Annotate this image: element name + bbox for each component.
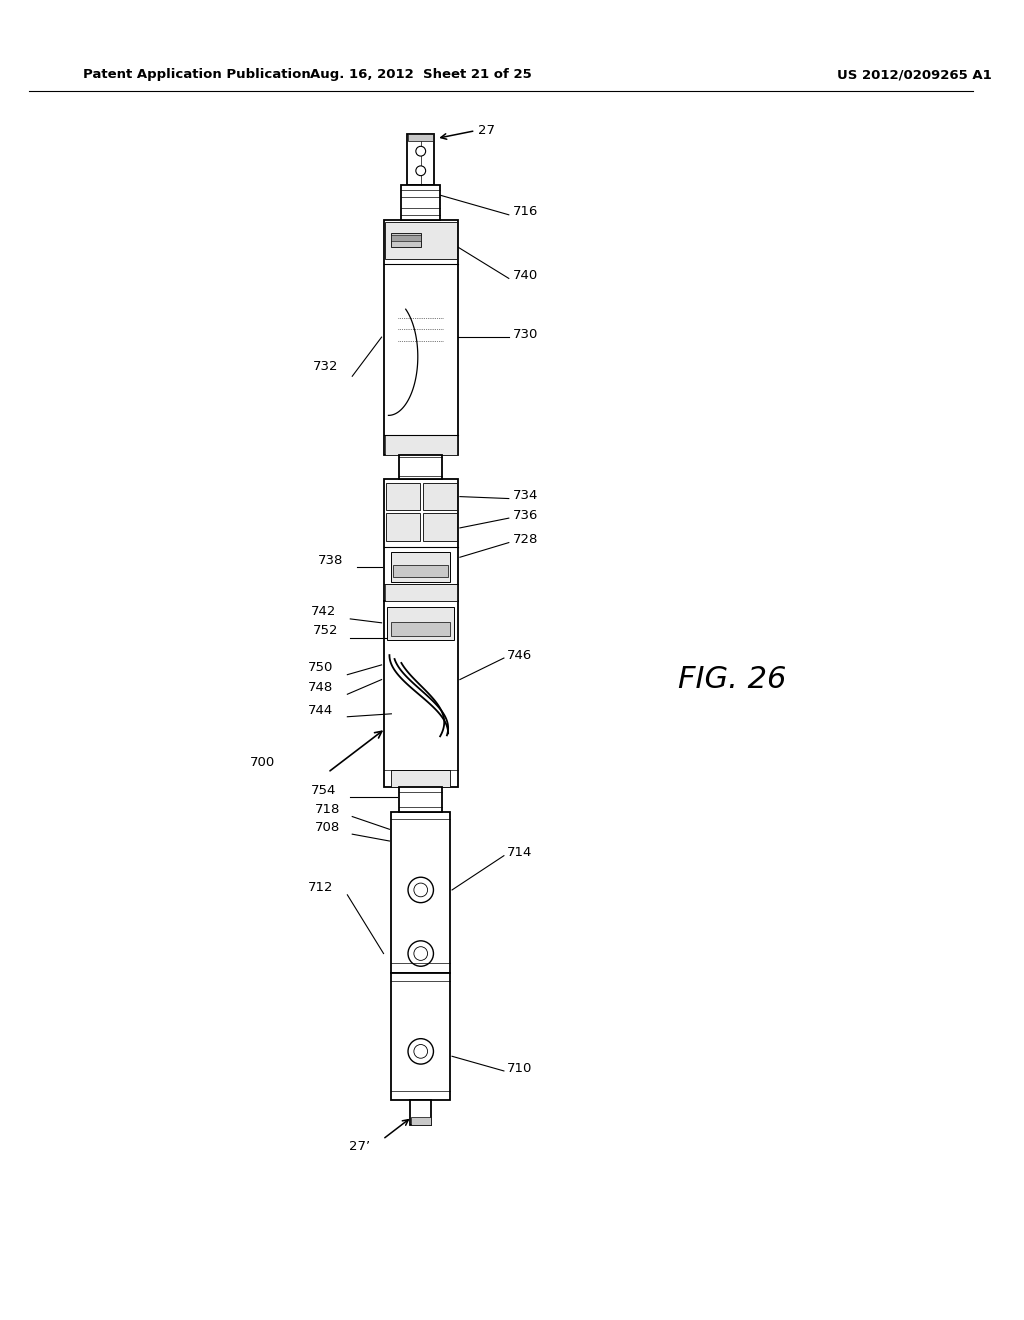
Bar — [401, 185, 440, 219]
Bar — [384, 602, 458, 787]
Bar — [391, 812, 451, 973]
Bar — [387, 607, 454, 640]
Text: 730: 730 — [513, 327, 538, 341]
Circle shape — [408, 941, 433, 966]
Bar — [399, 454, 442, 479]
Text: 734: 734 — [513, 490, 538, 502]
Text: 738: 738 — [318, 553, 343, 566]
Text: 700: 700 — [250, 756, 274, 770]
Text: 27: 27 — [478, 124, 496, 137]
Bar — [393, 565, 449, 577]
Bar — [399, 787, 442, 812]
Text: Patent Application Publication: Patent Application Publication — [83, 69, 311, 82]
Circle shape — [414, 883, 428, 896]
Text: 712: 712 — [308, 882, 334, 895]
Text: US 2012/0209265 A1: US 2012/0209265 A1 — [837, 69, 991, 82]
Bar — [384, 479, 458, 602]
Bar — [385, 436, 457, 454]
Text: 718: 718 — [315, 803, 340, 816]
Bar — [384, 219, 458, 454]
Bar — [423, 483, 457, 511]
Circle shape — [414, 1044, 428, 1059]
Bar — [391, 235, 421, 242]
Text: 750: 750 — [308, 661, 334, 675]
Text: 714: 714 — [507, 846, 532, 859]
Bar — [385, 222, 457, 259]
Text: 752: 752 — [313, 624, 339, 638]
Bar — [408, 133, 433, 141]
Bar — [391, 552, 451, 582]
Text: 744: 744 — [308, 705, 334, 717]
Text: 708: 708 — [315, 821, 340, 834]
Bar — [391, 973, 451, 1101]
Text: 27’: 27’ — [349, 1139, 371, 1152]
Text: 728: 728 — [513, 533, 538, 546]
Bar — [411, 1117, 430, 1125]
Text: 754: 754 — [311, 784, 337, 797]
Circle shape — [414, 946, 428, 961]
Circle shape — [408, 1039, 433, 1064]
Bar — [407, 133, 434, 185]
Circle shape — [416, 166, 426, 176]
Bar — [385, 583, 457, 602]
Text: 716: 716 — [513, 206, 538, 218]
Text: FIG. 26: FIG. 26 — [678, 665, 786, 694]
Text: 710: 710 — [507, 1061, 532, 1074]
Bar — [391, 234, 421, 247]
Text: Aug. 16, 2012  Sheet 21 of 25: Aug. 16, 2012 Sheet 21 of 25 — [310, 69, 531, 82]
Bar — [410, 1101, 431, 1125]
Text: 732: 732 — [313, 360, 339, 374]
Text: 742: 742 — [311, 605, 337, 618]
Bar — [391, 622, 451, 635]
Bar — [385, 483, 420, 511]
Text: 736: 736 — [513, 508, 538, 521]
Circle shape — [416, 147, 426, 156]
Bar — [385, 513, 420, 541]
Text: 748: 748 — [308, 681, 334, 694]
Circle shape — [408, 878, 433, 903]
Bar — [391, 770, 451, 787]
Text: 740: 740 — [513, 269, 538, 282]
Text: 746: 746 — [507, 648, 532, 661]
Bar — [423, 513, 457, 541]
